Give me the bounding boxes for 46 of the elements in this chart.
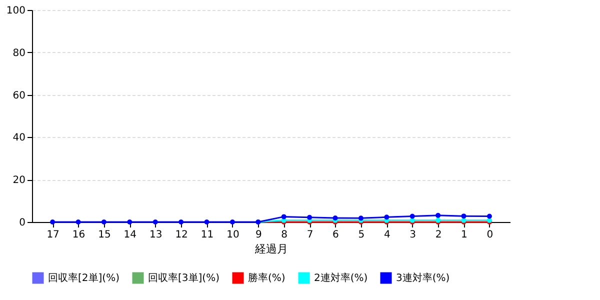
point [332,215,338,220]
x-tick-label: 4 [384,230,390,240]
legend-label: 3連対率(%) [396,272,450,284]
y-tick-label: 0 [19,218,26,228]
x-tick-label: 16 [72,230,86,240]
legend-label: 勝率(%) [248,272,286,284]
x-tick-label: 2 [435,230,442,240]
x-axis-title: 経過月 [254,242,288,256]
x-tick-label: 7 [306,230,314,240]
x-tick-label: 12 [175,230,188,240]
x-tick-label: 13 [149,230,162,240]
point [461,214,466,219]
x-tick-label: 17 [46,230,60,240]
x-tick-label: 6 [332,230,339,240]
legend-label: 回収率[3単](%) [148,272,220,284]
x-tick-label: 10 [226,230,240,240]
point [384,214,390,220]
legend-label: 回収率[2単](%) [48,272,120,284]
y-tick-label: 80 [12,48,26,59]
point [436,212,441,218]
point [127,220,132,224]
point [307,214,312,220]
point [50,220,56,224]
point [152,220,158,224]
point [486,214,492,219]
x-tick-label: 1 [461,230,468,240]
point [76,220,81,224]
y-tick-label: 100 [6,6,26,16]
y-tick-label: 40 [12,132,26,144]
point [410,214,415,219]
x-tick-label: 8 [281,230,288,240]
x-tick-label: 15 [98,230,111,240]
point [178,220,184,224]
x-tick-label: 5 [358,230,365,240]
x-tick-label: 11 [200,230,214,240]
legend-label: 2連対率(%) [314,272,368,284]
x-tick-label: 3 [410,230,416,240]
point [281,214,286,220]
point [101,220,106,224]
point [204,220,210,224]
y-tick-label: 60 [12,90,26,102]
x-tick-label: 14 [124,230,137,240]
x-tick-label: 9 [255,230,262,240]
y-tick-label: 20 [12,175,26,186]
point [230,220,235,224]
x-tick-label: 0 [486,230,494,240]
